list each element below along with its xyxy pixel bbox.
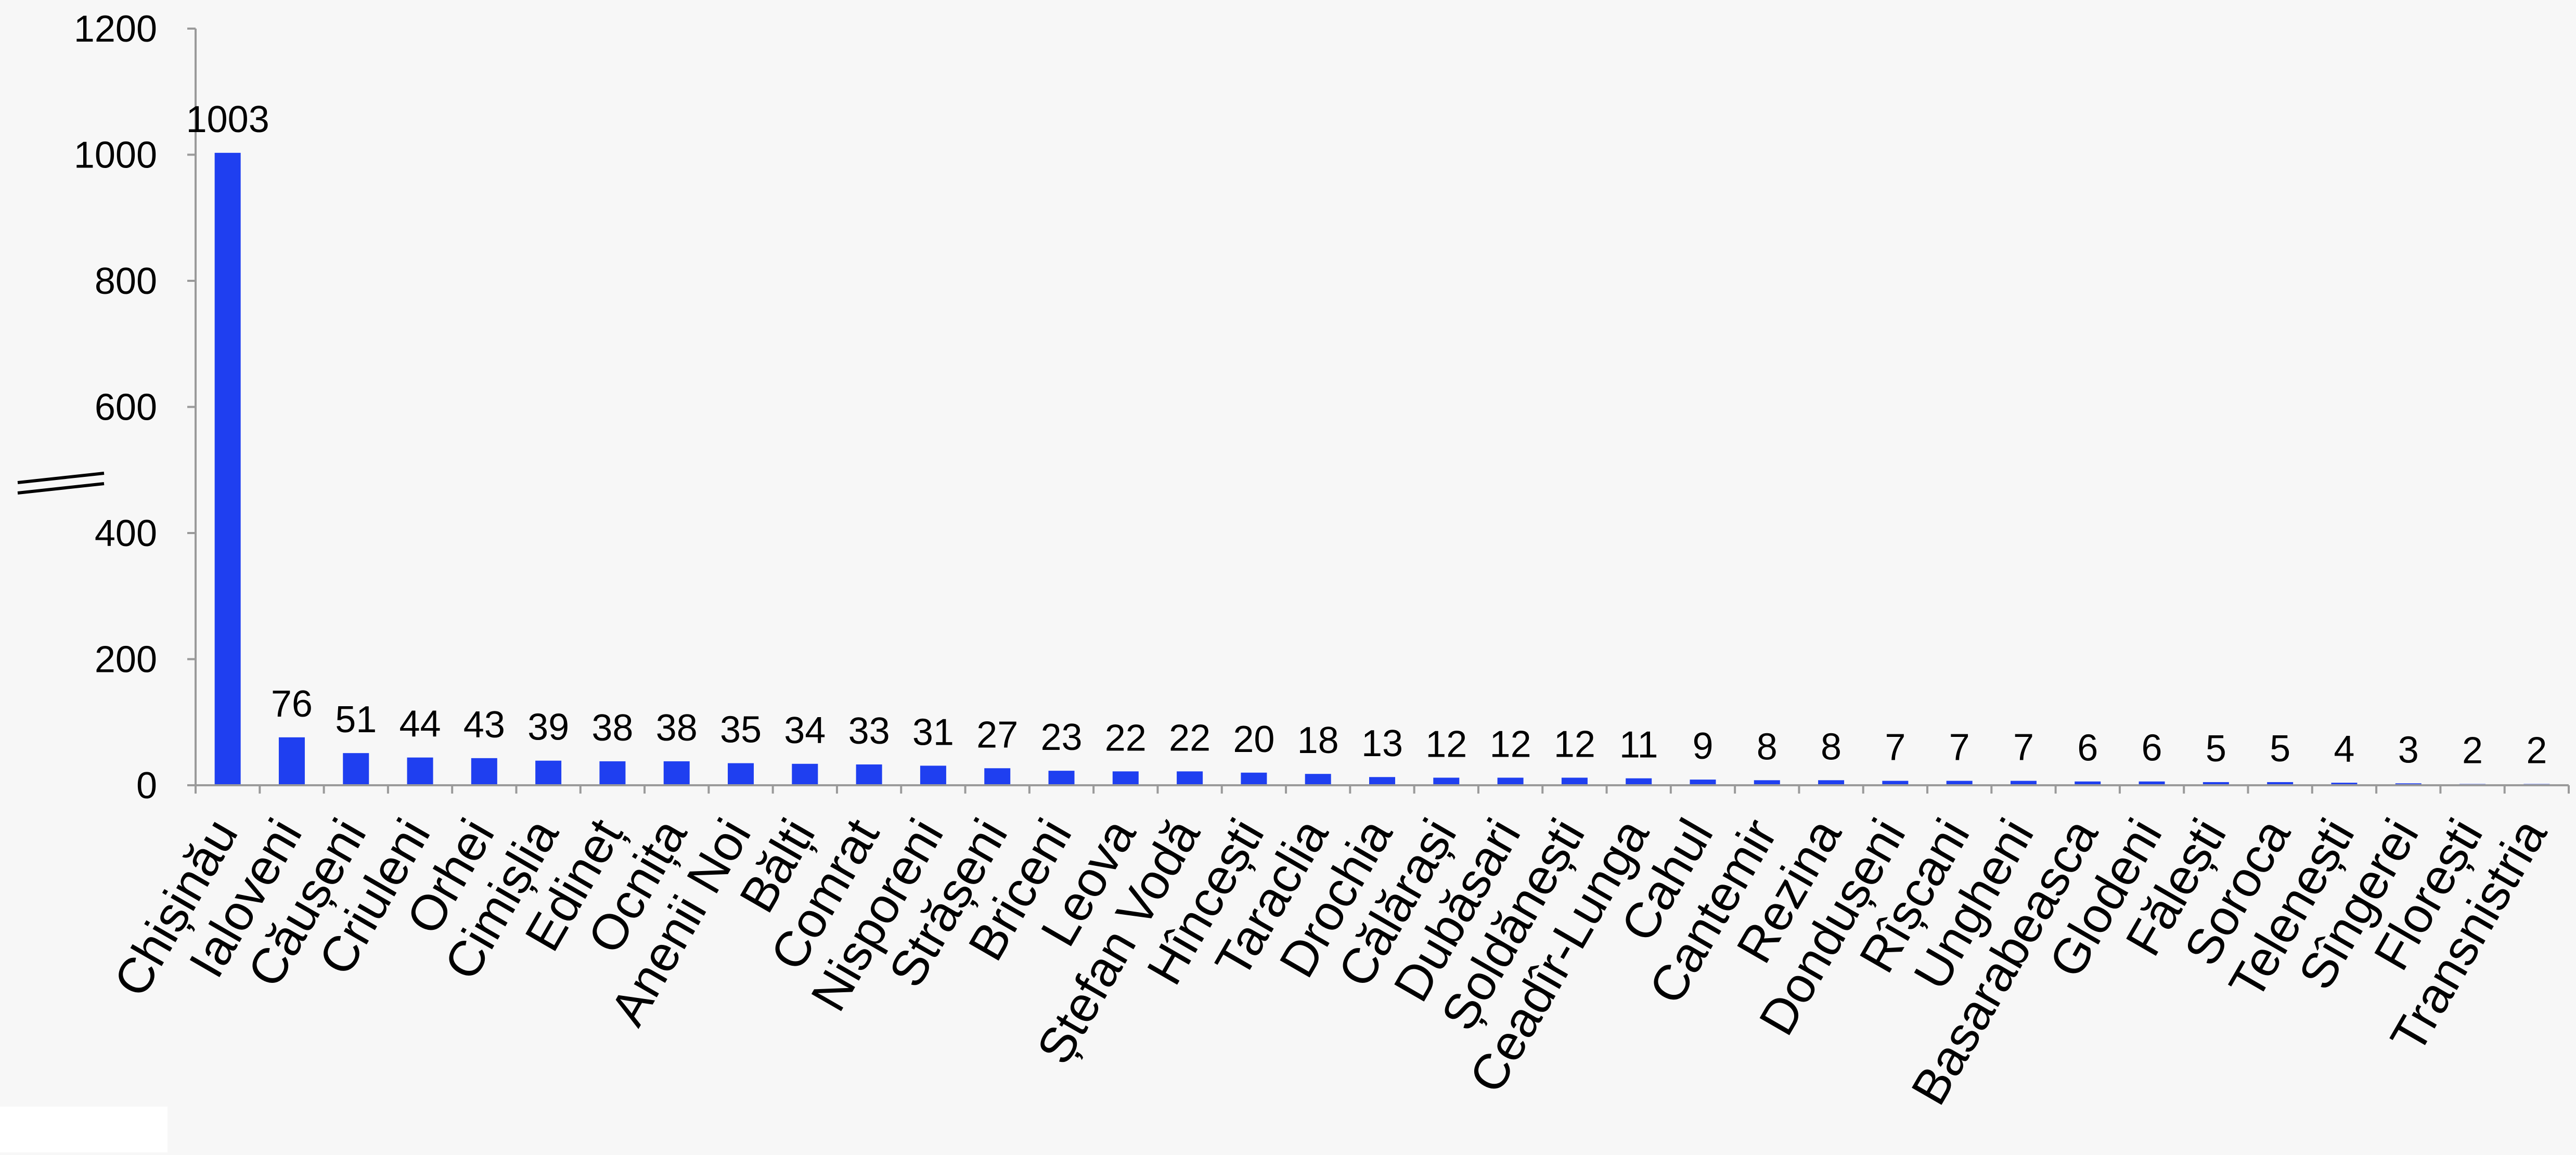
bar-15: [1177, 771, 1203, 785]
data-label-8: 35: [720, 709, 762, 751]
bar-24: [1754, 780, 1780, 785]
bar-23: [1690, 780, 1716, 785]
data-label-35: 2: [2462, 730, 2483, 772]
bar-5: [535, 760, 562, 785]
data-label-6: 38: [591, 707, 633, 749]
y-axis-label-marker: [17, 472, 105, 495]
data-label-2: 51: [335, 699, 377, 741]
data-label-33: 4: [2334, 729, 2354, 770]
data-label-7: 38: [656, 707, 698, 749]
bar-33: [2331, 783, 2358, 785]
bar-21: [1561, 777, 1588, 785]
y-axis-label-stroke-2: [17, 482, 105, 495]
bar-11: [920, 765, 946, 785]
y-axis-label-stroke-1: [17, 472, 105, 484]
bar-30: [2139, 781, 2165, 785]
bar-20: [1497, 777, 1524, 785]
y-tick-label-1: 200: [95, 639, 157, 681]
bar-18: [1369, 777, 1395, 785]
data-label-19: 12: [1425, 723, 1467, 765]
bar-7: [663, 761, 690, 785]
data-label-30: 6: [2142, 728, 2162, 769]
bar-0: [214, 152, 241, 785]
bar-26: [1882, 781, 1909, 785]
bar-3: [407, 757, 433, 785]
bar-1: [278, 737, 305, 785]
data-label-4: 43: [463, 704, 505, 746]
blank-panel: [0, 1107, 168, 1152]
data-label-34: 3: [2398, 729, 2419, 771]
data-label-29: 6: [2077, 728, 2098, 769]
data-label-15: 22: [1169, 717, 1210, 759]
data-label-20: 12: [1490, 723, 1531, 765]
bar-28: [2010, 781, 2037, 785]
data-label-32: 5: [2270, 728, 2290, 770]
data-label-18: 13: [1361, 723, 1403, 764]
data-label-21: 12: [1554, 723, 1595, 765]
bar-14: [1112, 771, 1139, 785]
data-label-28: 7: [2013, 727, 2034, 769]
bar-29: [2075, 781, 2101, 785]
data-label-16: 20: [1233, 719, 1274, 760]
x-axis-ticks: [195, 785, 2570, 794]
y-tick-label-6: 1200: [74, 8, 157, 50]
bar-19: [1433, 777, 1460, 785]
data-label-31: 5: [2206, 728, 2226, 770]
bar-32: [2267, 782, 2294, 785]
data-label-24: 8: [1757, 726, 1778, 768]
bar-10: [856, 764, 882, 785]
data-label-9: 34: [784, 710, 826, 751]
data-label-17: 18: [1297, 720, 1339, 761]
y-tick-label-2: 400: [95, 513, 157, 554]
bar-6: [599, 761, 626, 785]
bar-12: [984, 768, 1011, 785]
data-label-1: 76: [271, 683, 313, 725]
bar-16: [1241, 772, 1267, 785]
data-label-23: 9: [1692, 725, 1713, 767]
data-label-14: 22: [1105, 717, 1147, 759]
bar-27: [1946, 781, 1973, 785]
data-label-13: 23: [1040, 717, 1082, 758]
y-tick-label-0: 0: [136, 765, 157, 807]
bars: [214, 152, 2550, 785]
data-label-27: 7: [1949, 727, 1970, 769]
data-label-3: 44: [399, 704, 441, 745]
data-label-25: 8: [1821, 726, 1841, 768]
bar-22: [1626, 778, 1652, 785]
data-label-10: 33: [848, 710, 890, 752]
data-label-11: 31: [912, 711, 954, 753]
bar-13: [1048, 771, 1075, 785]
data-label-22: 11: [1619, 724, 1658, 766]
y-tick-label-5: 1000: [74, 135, 157, 176]
category-labels: ChișinăuIaloveniCăușeniCriuleniOrheiCimi…: [103, 809, 2557, 1114]
data-label-26: 7: [1885, 727, 1905, 769]
y-tick-label-3: 600: [95, 387, 157, 429]
y-tick-label-4: 800: [95, 261, 157, 302]
y-axis-ticks: 0 200 400 600 800 1000 1200: [74, 8, 196, 807]
data-label-5: 39: [527, 707, 569, 748]
bar-4: [471, 758, 497, 785]
data-label-12: 27: [976, 714, 1018, 756]
bar-17: [1305, 774, 1331, 785]
data-label-36: 2: [2526, 730, 2547, 772]
bar-9: [792, 763, 818, 785]
bar-25: [1818, 780, 1845, 785]
data-label-0: 1003: [186, 99, 269, 140]
bar-2: [343, 753, 369, 785]
bar-8: [728, 763, 754, 785]
bar-31: [2203, 782, 2229, 785]
